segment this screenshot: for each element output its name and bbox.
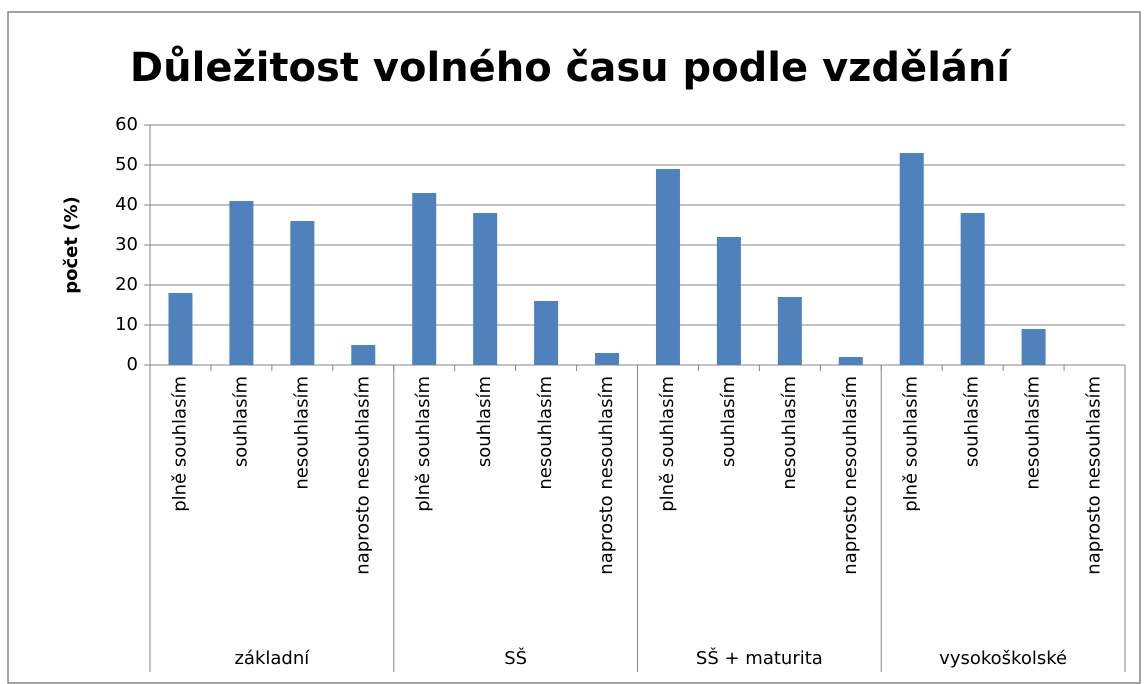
y-tick-label: 20 <box>115 274 138 295</box>
y-tick-label: 0 <box>127 354 138 375</box>
x-tick-label: plně souhlasím <box>657 376 678 512</box>
x-tick-label: naprosto nesouhlasím <box>352 376 373 575</box>
bar <box>229 201 254 365</box>
x-tick-label: naprosto nesouhlasím <box>840 376 861 575</box>
bar <box>351 345 376 365</box>
chart-title: Důležitost volného času podle vzdělání <box>130 44 1012 91</box>
x-tick-label: naprosto nesouhlasím <box>1084 376 1105 575</box>
x-tick-label: souhlasím <box>718 376 739 467</box>
x-tick-label: nesouhlasím <box>779 376 800 490</box>
x-tick-label: nesouhlasím <box>1023 376 1044 490</box>
bar <box>838 357 863 365</box>
y-tick-label: 40 <box>115 194 138 215</box>
group-label: SŠ <box>504 647 527 669</box>
x-tick-label: nesouhlasím <box>535 376 556 490</box>
y-tick-label: 10 <box>115 314 138 335</box>
x-tick-label: plně souhlasím <box>413 376 434 512</box>
bar <box>290 221 315 365</box>
bar <box>534 301 559 365</box>
chart-border <box>7 11 1141 684</box>
x-tick-label: souhlasím <box>962 376 983 467</box>
bar <box>960 213 985 365</box>
group-label: SŠ + maturita <box>696 647 823 669</box>
y-tick-label: 60 <box>115 114 138 135</box>
x-tick-label: plně souhlasím <box>169 376 190 512</box>
x-tick-label: plně souhlasím <box>901 376 922 512</box>
group-label: vysokoškolské <box>939 648 1067 669</box>
x-tick-label: souhlasím <box>474 376 495 467</box>
group-label: základní <box>234 648 310 669</box>
x-tick-label: naprosto nesouhlasím <box>596 376 617 575</box>
y-tick-label: 50 <box>115 154 138 175</box>
bar <box>412 193 437 365</box>
bar <box>716 237 741 365</box>
x-tick-label: nesouhlasím <box>291 376 312 490</box>
y-tick-label: 30 <box>115 234 138 255</box>
y-axis-label: počet (%) <box>61 196 82 294</box>
bar <box>655 169 680 365</box>
bar <box>168 293 193 365</box>
bar <box>899 153 924 365</box>
bar <box>473 213 498 365</box>
bar <box>595 353 620 365</box>
x-tick-label: souhlasím <box>230 376 251 467</box>
bar <box>777 297 802 365</box>
bar <box>1021 329 1046 365</box>
